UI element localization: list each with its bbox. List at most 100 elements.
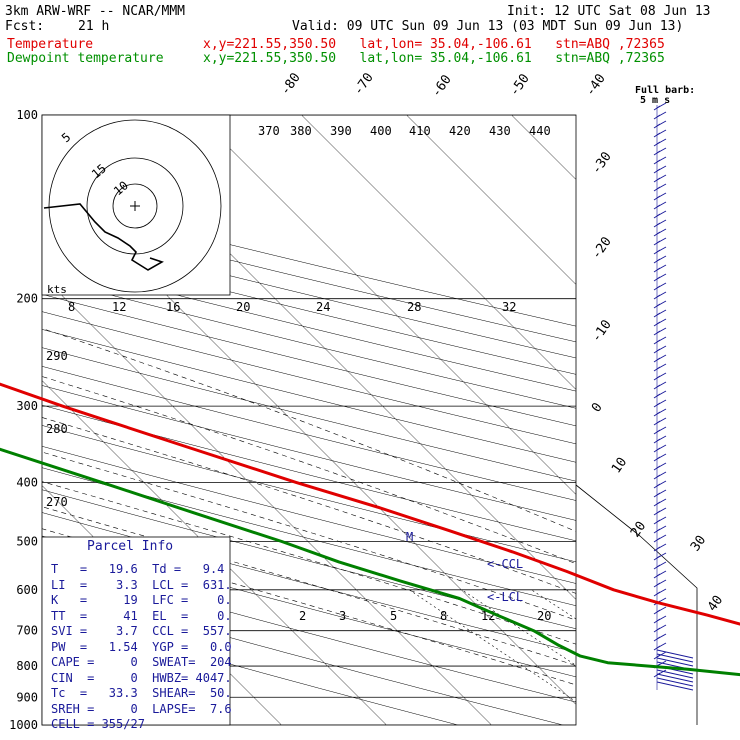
wind-barb — [656, 657, 694, 667]
wind-barb — [653, 165, 667, 174]
moist-adiabat-line — [42, 506, 576, 666]
theta-label: 380 — [290, 124, 312, 138]
wind-barb — [656, 669, 694, 679]
parcel-info-row: CIN = 0 HWBZ= 4047. — [51, 670, 232, 685]
wind-barb — [653, 228, 667, 237]
pressure-tick-label: 900 — [16, 690, 38, 704]
dry-adiabat-line — [42, 244, 576, 375]
wind-barb — [653, 579, 667, 588]
parcel-info-row: K = 19 LFC = 0. — [51, 593, 232, 607]
dry-adiabat-line — [42, 347, 576, 482]
wind-barb — [653, 462, 667, 471]
isotherm-label: 30 — [688, 533, 709, 554]
wind-barb — [653, 282, 667, 291]
mixing-ratio-label: 8 — [440, 609, 447, 623]
wind-barb — [653, 471, 667, 480]
isotherm-label: 20 — [628, 519, 649, 540]
mixing-ratio-label: 5 — [390, 609, 397, 623]
isotherm-line — [42, 380, 387, 725]
theta-label: 390 — [330, 124, 352, 138]
mixing-ratio-label: 20 — [537, 609, 551, 623]
mixing-ratio-label: 12 — [112, 300, 126, 314]
wind-barb — [653, 120, 667, 129]
mixing-ratio-label: 8 — [68, 300, 75, 314]
theta-label: 370 — [258, 124, 280, 138]
dry-adiabat-line — [42, 446, 576, 584]
wind-barb — [653, 192, 667, 201]
dry-adiabat-line — [42, 277, 576, 409]
dry-adiabat-line — [42, 294, 576, 427]
mixing-ratio-label: 16 — [166, 300, 180, 314]
barb-key-line1: Full barb: — [635, 85, 695, 96]
wind-barb — [653, 291, 667, 300]
hodograph: 5 15 10 kts — [41, 114, 231, 296]
parcel-info-row: Tc = 33.3 SHEAR= 50. — [51, 686, 232, 700]
wind-barb — [653, 156, 667, 165]
dry-adiabat-line — [42, 585, 564, 725]
mixing-ratio-label: 20 — [236, 300, 250, 314]
isotherm-label: -30 — [589, 149, 615, 177]
wind-barb — [653, 543, 667, 552]
parcel-info-row: SREH = 0 LAPSE= 7.6 — [51, 701, 232, 716]
wind-barb — [653, 138, 667, 147]
parcel-info-row: CELL = 355/27 — [51, 717, 145, 731]
parcel-info-row: LI = 3.3 LCL = 631. — [51, 577, 232, 592]
wind-barb — [653, 633, 667, 642]
isotherm-label: -50 — [507, 71, 533, 99]
wind-barb — [653, 489, 667, 498]
dry-adiabat-line — [42, 366, 576, 501]
isotherm-label: 40 — [705, 593, 726, 614]
diagram-edge — [575, 484, 698, 725]
mixing-ratio-label: 2 — [299, 609, 306, 623]
wind-barb — [653, 552, 667, 561]
wind-barb — [653, 372, 667, 381]
pressure-tick-label: 1000 — [9, 718, 38, 732]
dry-adiabat-line — [42, 260, 576, 392]
isotherm-line — [511, 115, 576, 180]
wind-barb — [653, 309, 667, 318]
ccl-marker: <-CCL — [487, 557, 523, 571]
temperature-trace — [0, 382, 740, 626]
theta-label: 420 — [449, 124, 471, 138]
dewpoint-legend: Dewpoint temperature — [7, 51, 164, 66]
wind-barb — [653, 183, 667, 192]
forecast-hour: 21 h — [78, 19, 110, 34]
isotherm-label: -20 — [589, 234, 615, 262]
dry-adiabat-line — [42, 467, 576, 606]
wind-barb — [653, 102, 667, 111]
wind-barb — [656, 653, 694, 663]
pressure-tick-label: 700 — [16, 624, 38, 638]
pressure-tick-label: 600 — [16, 583, 38, 597]
wind-barb — [653, 201, 667, 210]
isotherm-label: 10 — [609, 455, 630, 476]
theta-label: 280 — [46, 422, 68, 436]
wind-barb — [653, 237, 667, 246]
wind-barb — [653, 417, 667, 426]
isotherm-line — [42, 275, 492, 725]
wind-barb — [653, 426, 667, 435]
theta-label: 270 — [46, 495, 68, 509]
wind-barb — [653, 399, 667, 408]
parcel-info-box — [41, 536, 231, 726]
level-marker: M — [406, 530, 413, 544]
wind-barb — [653, 327, 667, 336]
mixing-ratio-line — [461, 589, 576, 666]
wind-barb — [653, 453, 667, 462]
wind-barb — [653, 570, 667, 579]
temperature-location: x,y=221.55,350.50 lat,lon= 35.04,-106.61… — [203, 37, 665, 52]
mixing-ratio-label: 24 — [316, 300, 330, 314]
wind-barb — [656, 677, 694, 687]
wind-barb — [653, 606, 667, 615]
dry-adiabat-line — [42, 611, 459, 725]
wind-barb — [656, 681, 694, 691]
hodograph-trace — [43, 203, 164, 271]
wind-barb — [653, 273, 667, 282]
forecast-label: Fcst: — [5, 19, 45, 34]
theta-label: 290 — [46, 349, 68, 363]
wind-barb — [653, 210, 667, 219]
mixing-ratio-label: 32 — [502, 300, 516, 314]
wind-barb — [653, 390, 667, 399]
lcl-marker: <-LCL — [487, 590, 523, 604]
pressure-tick-label: 400 — [16, 475, 38, 489]
